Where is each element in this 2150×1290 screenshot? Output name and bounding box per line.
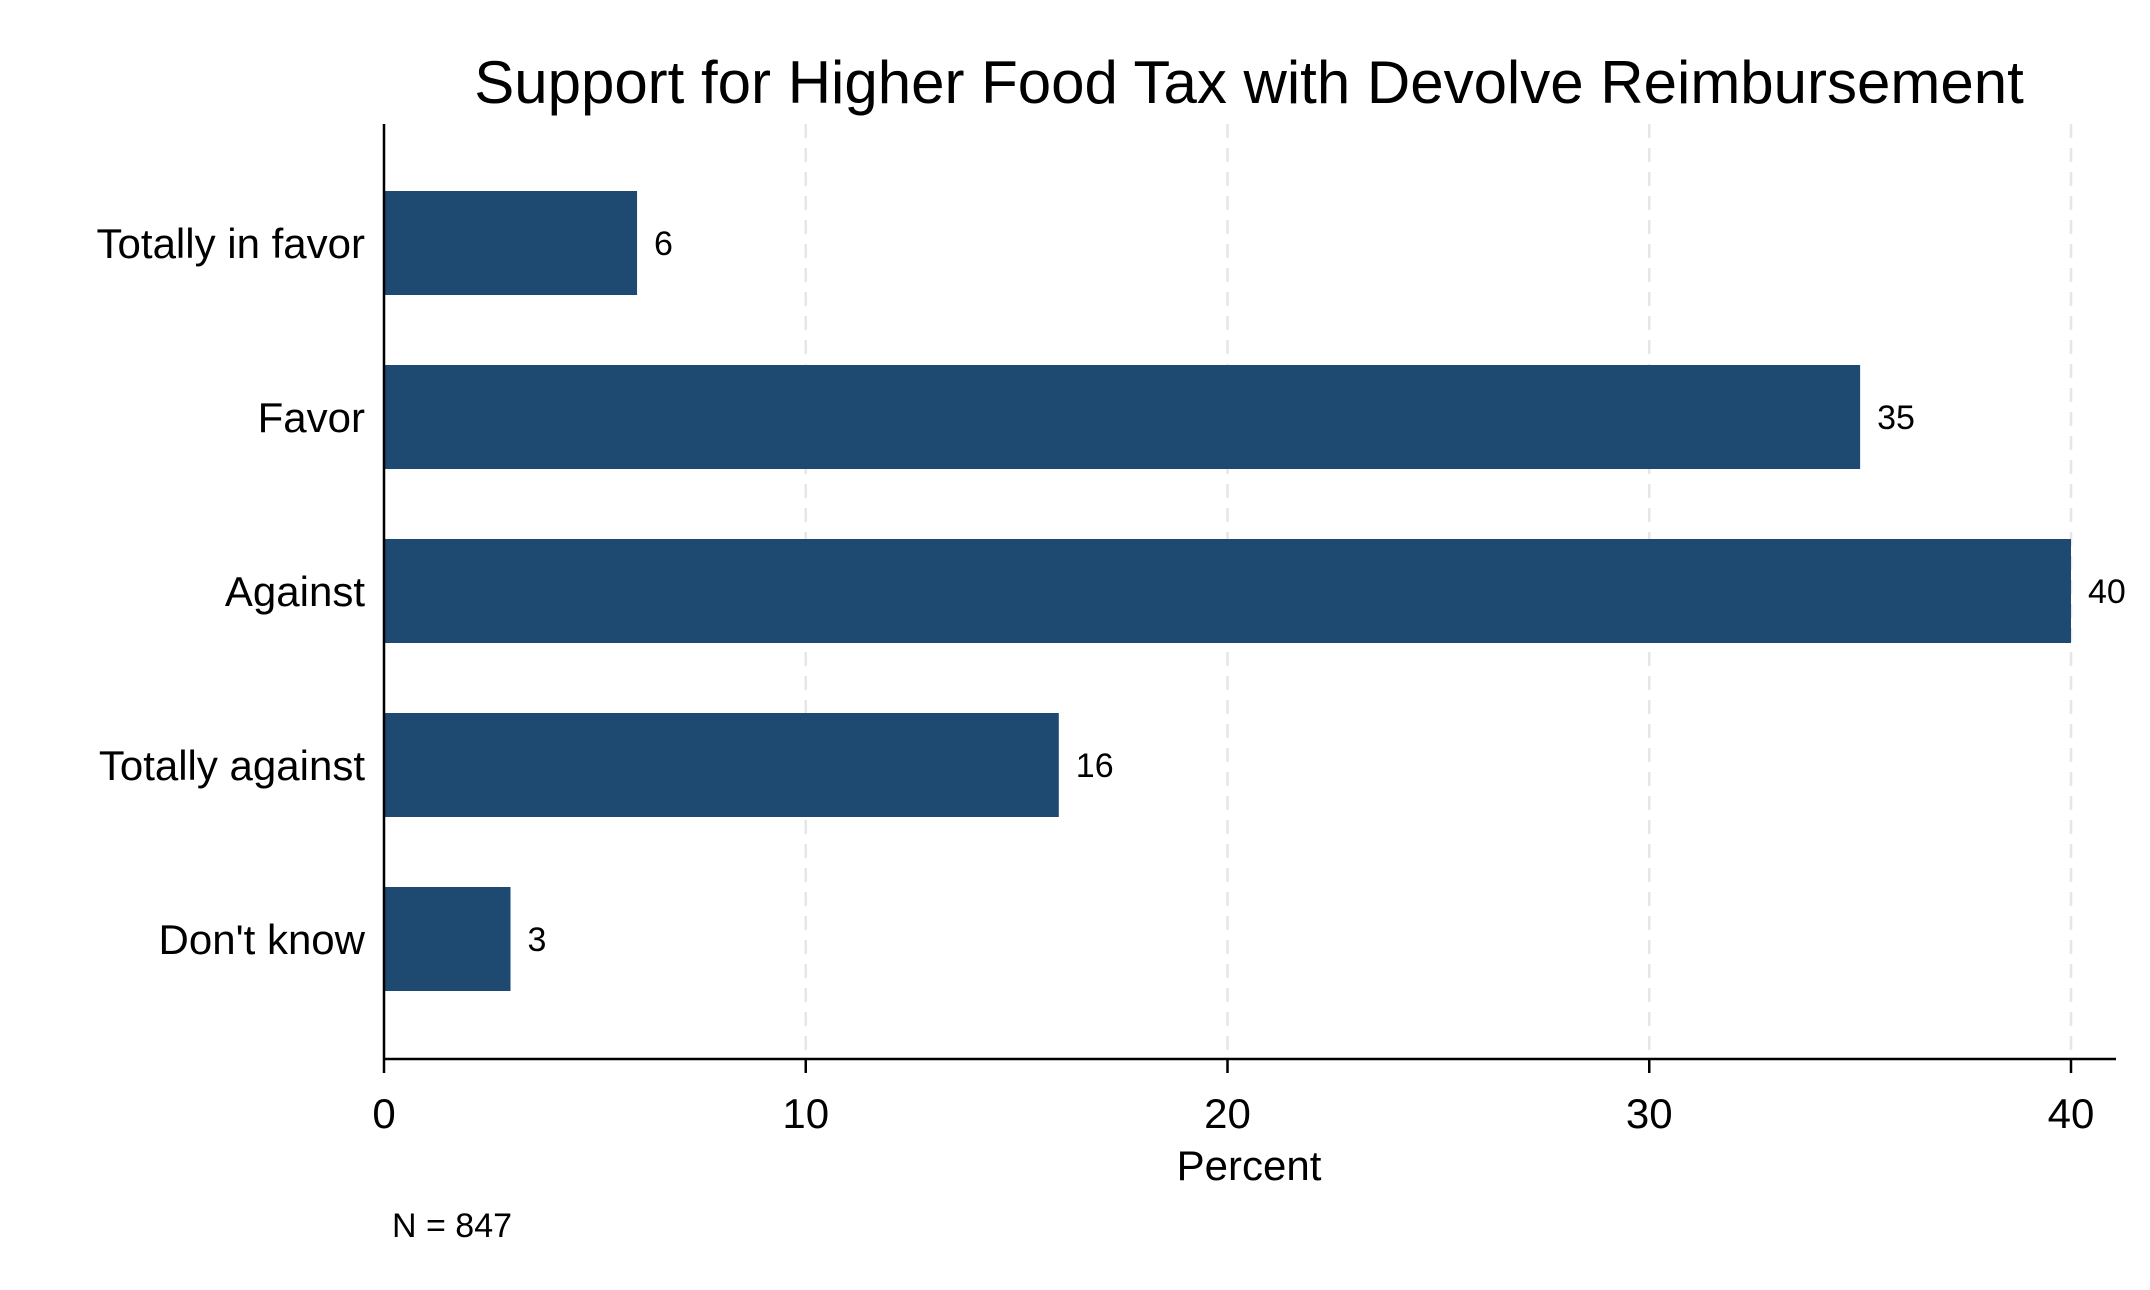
bars bbox=[384, 191, 2071, 991]
x-tick-label: 20 bbox=[1204, 1090, 1251, 1137]
bar bbox=[384, 191, 638, 295]
bar-value-label: 40 bbox=[2088, 573, 2126, 611]
x-tick-label: 40 bbox=[2048, 1090, 2095, 1137]
bar-value-label: 35 bbox=[1877, 399, 1915, 437]
x-tick-label: 0 bbox=[372, 1090, 395, 1137]
bar bbox=[384, 887, 511, 991]
category-labels: Totally in favor Favor Against Totally agai… bbox=[97, 220, 366, 963]
bar-value-label: 6 bbox=[654, 225, 673, 263]
x-axis-ticks: 0 10 20 30 40 bbox=[372, 1059, 2094, 1137]
category-label: Favor bbox=[258, 394, 365, 441]
category-label: Against bbox=[225, 568, 365, 615]
bar bbox=[384, 713, 1059, 817]
chart-title: Support for Higher Food Tax with Devolve… bbox=[474, 49, 2024, 116]
value-labels: 6 35 40 16 3 bbox=[528, 225, 2126, 959]
category-label: Don't know bbox=[159, 916, 366, 963]
category-label: Totally against bbox=[99, 742, 365, 789]
bar bbox=[384, 539, 2071, 643]
sample-size-note: N = 847 bbox=[392, 1207, 512, 1245]
category-label: Totally in favor bbox=[97, 220, 365, 267]
x-tick-label: 10 bbox=[782, 1090, 829, 1137]
x-axis-title: Percent bbox=[1177, 1142, 1322, 1189]
bar-value-label: 3 bbox=[528, 921, 547, 959]
x-tick-label: 30 bbox=[1626, 1090, 1673, 1137]
bar bbox=[384, 365, 1861, 469]
bar-value-label: 16 bbox=[1076, 747, 1114, 785]
